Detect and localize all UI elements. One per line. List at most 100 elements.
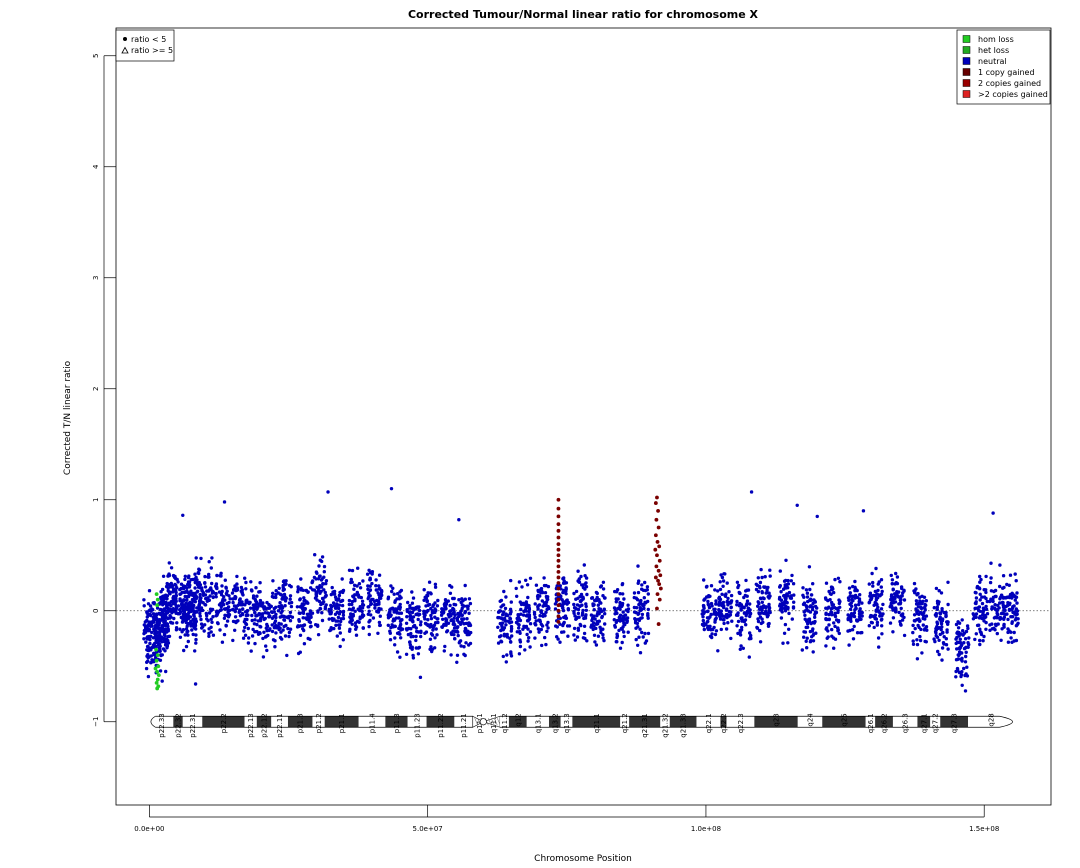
data-point-neutral bbox=[565, 602, 569, 606]
data-point-neutral bbox=[962, 666, 966, 671]
data-point-neutral bbox=[935, 620, 939, 624]
data-point-neutral bbox=[738, 647, 742, 651]
data-point-neutral bbox=[145, 618, 149, 623]
data-point-neutral bbox=[209, 566, 213, 570]
data-point-neutral bbox=[613, 606, 617, 611]
data-point-neutral bbox=[152, 602, 156, 606]
data-point-neutral bbox=[411, 596, 416, 600]
data-point-neutral bbox=[192, 599, 196, 603]
data-point-neutral bbox=[423, 613, 427, 617]
ideogram-band bbox=[149, 716, 174, 728]
data-point-neutral bbox=[406, 600, 410, 605]
data-point-neutral bbox=[542, 603, 546, 607]
data-point-neutral bbox=[453, 623, 457, 627]
data-point-neutral bbox=[197, 603, 201, 607]
data-point-neutral bbox=[964, 654, 968, 659]
data-point-neutral bbox=[186, 639, 190, 644]
data-point-neutral bbox=[465, 617, 469, 621]
data-point-neutral bbox=[939, 591, 944, 595]
ideogram-band-label: p11.22 bbox=[437, 713, 445, 737]
data-point-neutral bbox=[338, 631, 342, 635]
data-point-neutral bbox=[539, 622, 543, 626]
data-point-neutral bbox=[426, 623, 430, 628]
data-point-neutral bbox=[416, 652, 421, 656]
data-point-neutral bbox=[388, 638, 393, 642]
data-point-neutral bbox=[584, 585, 589, 589]
data-point-neutral bbox=[853, 588, 857, 593]
data-point-neutral bbox=[978, 574, 982, 579]
data-point-neutral bbox=[395, 650, 400, 654]
data-point-neutral bbox=[874, 566, 878, 571]
data-point-gain bbox=[556, 522, 561, 527]
data-point-neutral bbox=[621, 616, 625, 620]
data-point-neutral bbox=[215, 586, 219, 590]
ideogram-band-label: q11.2 bbox=[501, 713, 509, 733]
data-point-neutral bbox=[389, 584, 393, 588]
data-point-neutral bbox=[638, 627, 642, 631]
data-point-neutral bbox=[374, 588, 378, 592]
data-point-neutral bbox=[273, 645, 277, 649]
data-point-neutral bbox=[722, 572, 726, 576]
data-point-neutral bbox=[740, 619, 744, 623]
data-point-neutral bbox=[204, 596, 208, 601]
data-point-neutral bbox=[452, 626, 457, 630]
data-point-neutral bbox=[936, 601, 940, 605]
data-point-neutral bbox=[302, 602, 306, 606]
data-point-neutral bbox=[215, 573, 219, 578]
data-point-neutral bbox=[410, 647, 414, 651]
data-point-neutral bbox=[720, 592, 724, 596]
data-point-neutral bbox=[853, 596, 857, 600]
ideogram-hatch bbox=[491, 718, 495, 726]
data-point-neutral bbox=[958, 646, 962, 651]
data-point-neutral bbox=[250, 618, 254, 623]
data-point-neutral bbox=[367, 594, 371, 599]
data-point-neutral bbox=[340, 603, 345, 608]
data-point-neutral bbox=[398, 594, 402, 598]
ideogram-band bbox=[968, 716, 1014, 728]
y-tick-label: 1 bbox=[92, 498, 100, 502]
data-point-neutral bbox=[940, 646, 945, 650]
data-point-neutral bbox=[398, 590, 402, 594]
data-point-neutral bbox=[393, 607, 397, 611]
data-point-neutral bbox=[276, 609, 281, 613]
data-point-neutral bbox=[157, 618, 162, 622]
data-point-gain bbox=[657, 558, 662, 563]
data-point-neutral bbox=[748, 631, 752, 635]
data-point-neutral bbox=[640, 616, 644, 620]
data-point-neutral bbox=[889, 603, 893, 607]
data-point-neutral bbox=[386, 616, 391, 620]
data-point-neutral bbox=[722, 621, 726, 626]
data-point-neutral bbox=[398, 655, 402, 659]
data-point-neutral bbox=[729, 599, 733, 604]
data-point-neutral bbox=[547, 606, 551, 611]
data-point-neutral bbox=[172, 594, 176, 599]
ideogram-band bbox=[620, 716, 630, 728]
data-point-neutral bbox=[542, 601, 546, 605]
data-point-neutral bbox=[350, 614, 355, 618]
data-point-neutral bbox=[183, 577, 187, 582]
data-point-neutral bbox=[728, 613, 733, 617]
data-point-neutral bbox=[272, 606, 276, 611]
data-point-neutral bbox=[186, 602, 190, 606]
data-point-neutral bbox=[194, 633, 198, 637]
data-point-neutral bbox=[837, 631, 841, 636]
data-point-neutral bbox=[735, 624, 739, 628]
data-point-neutral bbox=[582, 563, 586, 567]
data-point-neutral bbox=[365, 572, 370, 576]
data-point-neutral bbox=[313, 553, 317, 557]
data-point-neutral bbox=[233, 615, 238, 619]
data-point-neutral bbox=[182, 598, 186, 603]
data-point-neutral bbox=[341, 588, 345, 593]
data-point-neutral bbox=[209, 617, 213, 621]
data-point-neutral bbox=[173, 576, 178, 581]
data-point-neutral bbox=[248, 600, 252, 605]
data-point-neutral bbox=[174, 599, 178, 603]
data-point-neutral bbox=[1003, 608, 1007, 613]
data-point-neutral bbox=[923, 639, 927, 644]
data-point-neutral bbox=[961, 629, 965, 633]
data-point-neutral bbox=[515, 616, 519, 621]
data-point-neutral bbox=[982, 634, 986, 639]
data-point-neutral bbox=[915, 610, 919, 614]
data-point-neutral bbox=[867, 624, 871, 628]
data-point-neutral bbox=[358, 586, 363, 590]
